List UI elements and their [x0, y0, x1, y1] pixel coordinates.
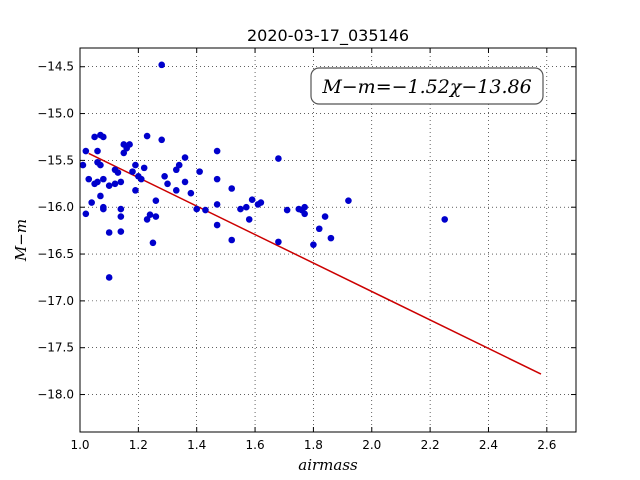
x-tick-label: 2.6	[537, 438, 556, 452]
data-point	[158, 61, 165, 69]
data-point	[100, 205, 107, 213]
y-tick-label: −16.5	[37, 247, 74, 261]
data-point	[213, 147, 221, 155]
data-point	[100, 133, 107, 141]
y-axis-label: M−m	[12, 219, 30, 262]
data-point	[132, 161, 139, 169]
data-point	[117, 228, 125, 235]
data-point	[275, 155, 282, 162]
data-point	[193, 205, 201, 213]
data-point	[97, 192, 104, 200]
data-point	[441, 216, 449, 223]
x-tick-label: 2.0	[362, 438, 381, 452]
plot-area-frame	[79, 47, 577, 433]
data-point	[117, 178, 125, 186]
grid-lines	[79, 48, 576, 432]
data-point	[172, 187, 180, 194]
data-point	[196, 168, 203, 175]
data-point	[82, 147, 90, 155]
y-tick-label: −16.0	[37, 200, 74, 214]
data-point	[181, 178, 189, 186]
data-point	[315, 225, 323, 233]
data-point	[140, 164, 148, 172]
data-point	[117, 213, 125, 220]
data-point	[146, 211, 154, 219]
data-point	[91, 133, 98, 141]
data-point	[181, 154, 189, 161]
data-point	[152, 213, 160, 220]
data-point	[117, 205, 125, 213]
data-point	[213, 201, 221, 208]
data-point	[164, 180, 171, 188]
data-point	[327, 234, 335, 242]
data-point	[228, 236, 236, 244]
data-point	[283, 206, 291, 214]
data-point	[175, 161, 183, 169]
y-tick-label: −17.5	[37, 341, 74, 355]
data-point	[158, 136, 165, 144]
data-point	[85, 175, 93, 183]
data-point	[105, 274, 113, 281]
data-point	[105, 182, 113, 189]
data-point	[243, 203, 250, 211]
data-point	[97, 161, 104, 169]
data-point	[79, 161, 87, 169]
x-tick-label: 2.2	[421, 438, 440, 452]
data-point	[257, 199, 265, 206]
data-point	[301, 210, 308, 218]
data-point	[202, 206, 209, 214]
data-point	[91, 180, 98, 188]
data-point	[105, 229, 113, 236]
x-tick-label: 1.2	[129, 438, 148, 452]
data-point	[237, 205, 244, 213]
data-point	[161, 173, 168, 180]
x-axis-label: airmass	[298, 456, 358, 474]
data-point	[321, 213, 329, 220]
x-tick-label: 1.8	[304, 438, 323, 452]
y-tick-label: −15.0	[37, 107, 74, 121]
data-point	[143, 132, 151, 140]
data-point	[129, 168, 136, 175]
chart-title: 2020-03-17_035146	[247, 26, 409, 46]
x-tick-label: 1.6	[246, 438, 265, 452]
data-point	[94, 147, 101, 155]
data-point	[301, 203, 308, 211]
data-point	[152, 197, 160, 204]
data-point	[310, 241, 317, 248]
x-tick-label: 1.4	[187, 438, 206, 452]
data-point	[213, 221, 221, 229]
y-tick-label: −14.5	[37, 60, 74, 74]
data-point	[275, 238, 282, 246]
data-point	[126, 141, 133, 148]
data-point	[82, 210, 90, 218]
data-point	[137, 175, 145, 183]
plot-data	[79, 61, 542, 375]
x-tick-label: 2.4	[479, 438, 498, 452]
fit-equation-box: M−m=−1.52χ−13.86	[310, 67, 544, 105]
data-point	[88, 199, 95, 206]
axis-ticks: 1.0 1.2 1.4 1.6 1.8 2.0 2.2 2.4 2.6 −14.5 −15.0 −15…	[37, 48, 576, 452]
data-point	[100, 175, 107, 183]
data-point	[228, 185, 236, 192]
data-point	[111, 180, 119, 188]
y-tick-label: −18.0	[37, 388, 74, 402]
y-tick-label: −15.5	[37, 153, 74, 167]
fit-equation: M−m=−1.52χ−13.86	[321, 76, 531, 98]
data-point	[149, 239, 157, 247]
x-tick-label: 1.0	[70, 438, 89, 452]
data-point	[114, 169, 122, 176]
fit-equation-box-border	[310, 67, 544, 105]
data-point	[245, 216, 253, 223]
fit-line	[88, 152, 542, 375]
data-point	[345, 197, 352, 204]
data-point	[132, 187, 139, 194]
y-tick-label: −17.0	[37, 294, 74, 308]
data-point	[187, 189, 195, 197]
data-point	[213, 175, 221, 183]
data-point	[248, 196, 256, 204]
